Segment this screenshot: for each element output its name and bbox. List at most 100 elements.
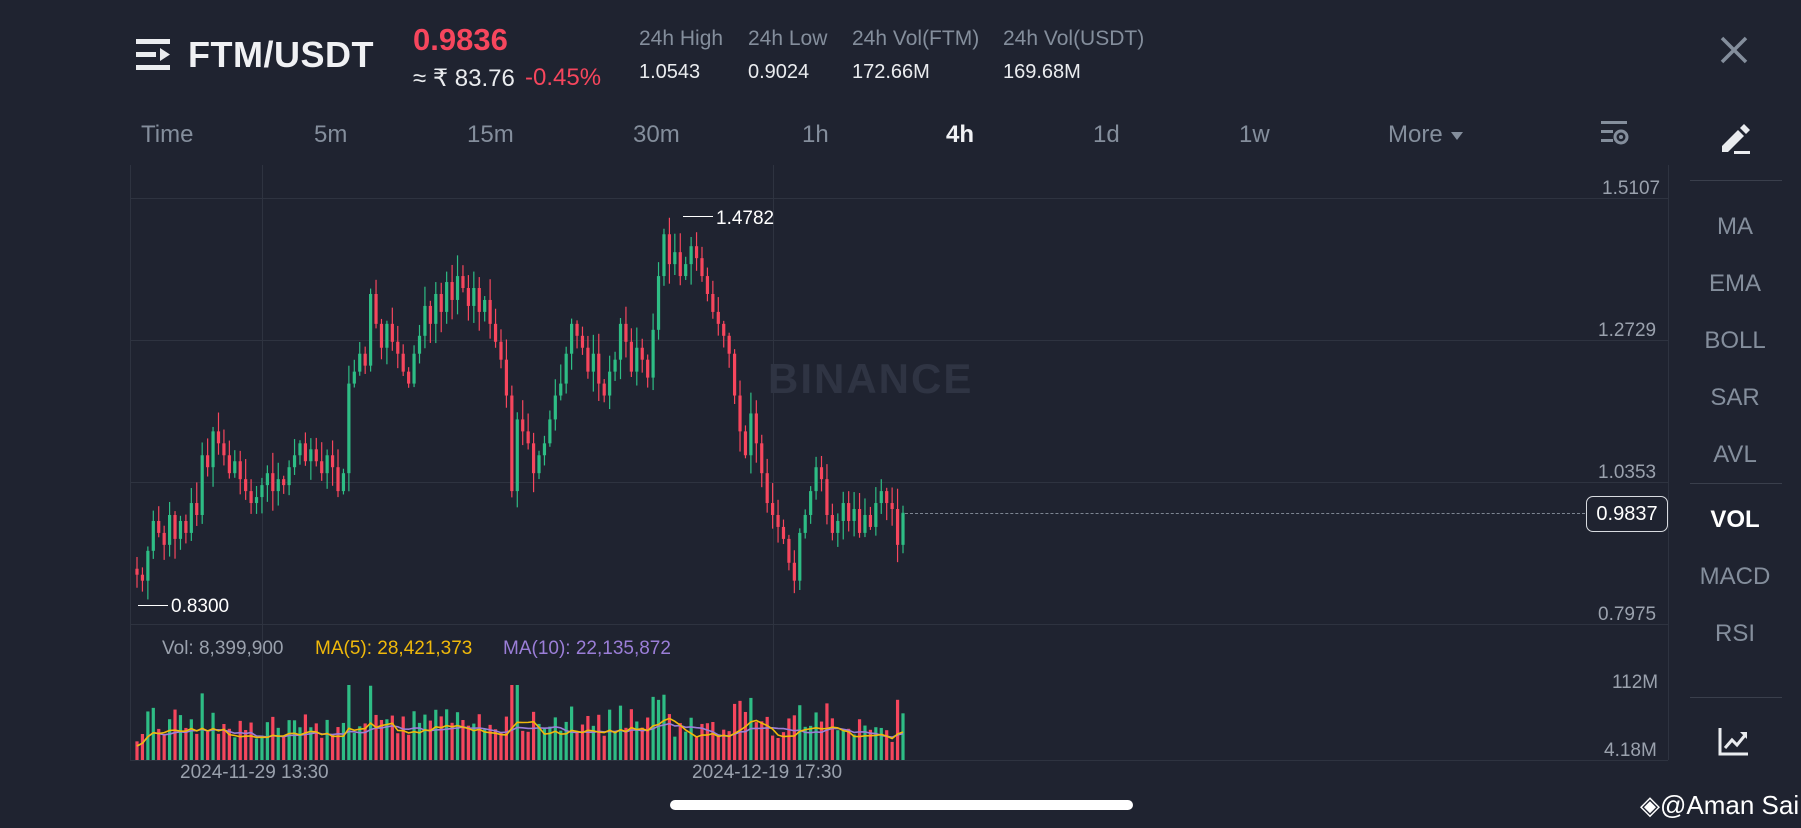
volume-legend-ma10: MA(10): 22,135,872 bbox=[503, 638, 671, 659]
volume-bar bbox=[325, 719, 329, 760]
indicator-boll[interactable]: BOLL bbox=[1704, 327, 1766, 354]
indicator-rsi[interactable]: RSI bbox=[1714, 620, 1755, 647]
tab-1h[interactable]: 1h bbox=[802, 121, 829, 148]
tab-1d[interactable]: 1d bbox=[1093, 121, 1120, 148]
price-change-percent: -0.45% bbox=[525, 64, 602, 91]
volume-bar bbox=[363, 723, 367, 760]
volume-bar bbox=[570, 706, 574, 760]
candle-body bbox=[195, 503, 199, 515]
tab-1w[interactable]: 1w bbox=[1239, 121, 1270, 148]
candle-body bbox=[608, 371, 612, 396]
volume-bar bbox=[868, 729, 873, 760]
volume-bar bbox=[885, 730, 889, 760]
candle-body bbox=[662, 234, 666, 277]
candle-body bbox=[390, 323, 394, 342]
volume-bar bbox=[879, 727, 883, 760]
candle-body bbox=[602, 383, 606, 396]
candle-body bbox=[510, 395, 514, 492]
volume-bar bbox=[760, 721, 764, 760]
candle-body bbox=[135, 568, 139, 575]
last-price-tag[interactable]: 0.9837 bbox=[1586, 496, 1668, 532]
candle-body bbox=[314, 449, 318, 462]
volume-bar bbox=[292, 720, 297, 760]
indicator-macd[interactable]: MACD bbox=[1699, 563, 1771, 590]
candle-body bbox=[667, 234, 671, 265]
indicator-ema[interactable]: EMA bbox=[1708, 270, 1761, 297]
volume-bar bbox=[407, 734, 411, 760]
volume-bar bbox=[890, 741, 894, 760]
tab-30m[interactable]: 30m bbox=[633, 121, 680, 148]
volume-bar bbox=[798, 705, 802, 760]
line-chart-icon[interactable] bbox=[1718, 726, 1750, 756]
candle-body bbox=[868, 514, 873, 527]
candle-body bbox=[553, 395, 557, 420]
stat-label-24h-vol-usdt: 24h Vol(USDT) bbox=[1003, 27, 1145, 50]
tab-15m[interactable]: 15m bbox=[467, 121, 514, 148]
trading-pair-title[interactable]: FTM/USDT bbox=[188, 34, 374, 75]
candle-body bbox=[618, 323, 623, 360]
close-icon[interactable] bbox=[1718, 34, 1750, 66]
volume-bar bbox=[439, 716, 443, 760]
volume-bar bbox=[472, 723, 476, 760]
candle-body bbox=[874, 503, 878, 527]
volume-bar bbox=[178, 715, 183, 760]
low-price-label: 0.8300 bbox=[171, 596, 230, 617]
candle-body bbox=[222, 443, 226, 456]
indicator-sar[interactable]: SAR bbox=[1710, 384, 1760, 411]
indicator-ma[interactable]: MA bbox=[1717, 213, 1753, 240]
volume-bar bbox=[265, 722, 269, 760]
candle-body bbox=[895, 509, 900, 545]
volume-bar bbox=[618, 705, 623, 760]
candle-body bbox=[472, 288, 476, 306]
grid-line bbox=[1668, 165, 1669, 760]
grid-line bbox=[773, 165, 774, 760]
candle-body bbox=[358, 353, 362, 372]
candle-body bbox=[276, 479, 280, 492]
candle-body bbox=[184, 520, 188, 533]
candle-body bbox=[559, 383, 563, 396]
volume-bar bbox=[765, 716, 769, 760]
volume-bar bbox=[613, 732, 617, 760]
grid-line bbox=[130, 482, 1668, 483]
candle-body bbox=[564, 353, 568, 384]
volume-bar bbox=[417, 722, 422, 760]
volume-bar bbox=[206, 731, 210, 760]
volume-bar bbox=[521, 730, 525, 760]
candle-body bbox=[597, 353, 601, 384]
volume-bar bbox=[830, 718, 834, 760]
candle-body bbox=[635, 347, 639, 372]
tab-4h[interactable]: 4h bbox=[946, 121, 975, 148]
menu-icon[interactable] bbox=[136, 38, 172, 72]
watermark-text: BINANCE bbox=[768, 355, 974, 402]
volume-bar bbox=[526, 731, 530, 760]
chart-settings-icon[interactable] bbox=[1600, 119, 1630, 147]
candle-body bbox=[434, 293, 438, 324]
stat-value-24h-low: 0.9024 bbox=[748, 61, 810, 83]
tab-more-label: More bbox=[1388, 121, 1443, 148]
tab-more[interactable]: More bbox=[1388, 121, 1463, 149]
candle-body bbox=[760, 443, 764, 474]
volume-bar bbox=[173, 709, 177, 760]
candle-body bbox=[146, 550, 150, 581]
volume-bar bbox=[358, 726, 362, 760]
candle-body bbox=[445, 282, 449, 312]
home-indicator[interactable] bbox=[670, 800, 1133, 810]
volume-bar bbox=[575, 733, 579, 760]
draw-tool-icon[interactable] bbox=[1718, 122, 1752, 156]
candle-body bbox=[287, 467, 291, 486]
volume-bar bbox=[347, 685, 351, 760]
volume-bar bbox=[461, 720, 465, 760]
grid-line bbox=[130, 760, 1668, 761]
tab-time[interactable]: Time bbox=[141, 121, 194, 148]
grid-line bbox=[130, 624, 1668, 625]
volume-bar bbox=[303, 714, 308, 760]
volume-bar bbox=[531, 711, 536, 760]
volume-bar bbox=[771, 735, 775, 760]
tab-5m[interactable]: 5m bbox=[314, 121, 348, 148]
indicator-avl[interactable]: AVL bbox=[1713, 441, 1757, 468]
indicator-vol[interactable]: VOL bbox=[1710, 506, 1760, 533]
volume-bar bbox=[233, 737, 237, 760]
candle-body bbox=[548, 419, 552, 444]
volume-bar bbox=[895, 699, 900, 760]
